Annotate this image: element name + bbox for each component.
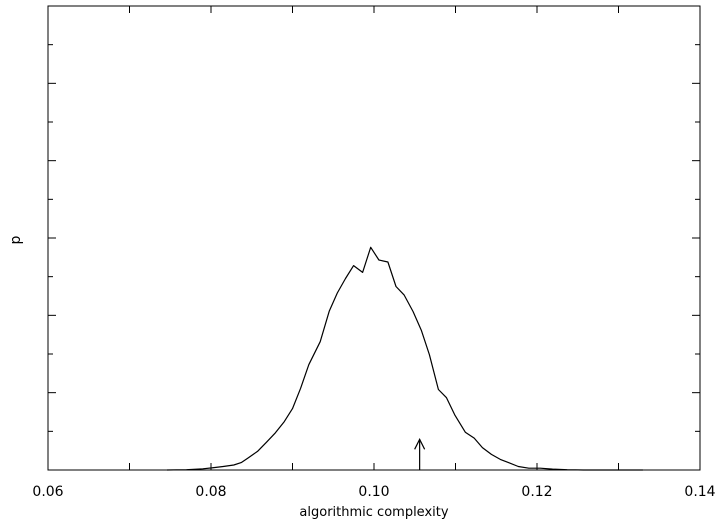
series-line <box>166 246 643 471</box>
x-tick-label: 0.10 <box>358 484 389 500</box>
tick-marks <box>47 6 701 470</box>
x-tick-label: 0.12 <box>521 484 552 500</box>
x-axis-label: algorithmic complexity <box>299 505 448 520</box>
x-tick-label: 0.06 <box>32 484 63 500</box>
x-tick-labels: 0.06 0.08 0.10 0.12 0.14 <box>32 484 715 500</box>
arrow-head <box>414 437 426 450</box>
marker-arrow <box>414 437 426 470</box>
x-tick-label: 0.08 <box>195 484 226 500</box>
plot-frame <box>47 5 701 471</box>
y-axis-label: p <box>8 235 24 244</box>
x-tick-label: 0.14 <box>684 484 715 500</box>
